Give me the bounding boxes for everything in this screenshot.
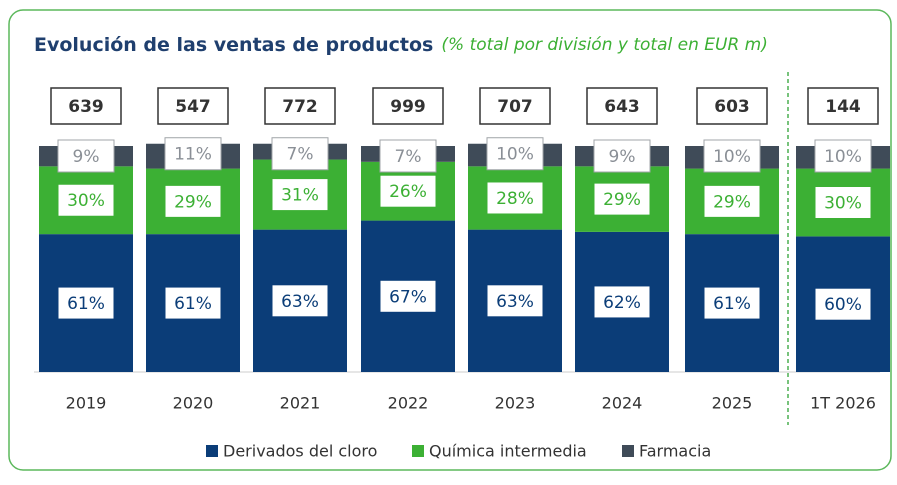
total-box bbox=[696, 87, 768, 125]
total-box bbox=[264, 87, 336, 125]
total-label: 772 bbox=[282, 97, 318, 117]
x-tick-label: 2023 bbox=[495, 394, 536, 413]
total-label: 639 bbox=[68, 97, 104, 117]
value-label: 30% bbox=[67, 191, 105, 211]
value-label-box bbox=[593, 182, 651, 216]
value-label-box bbox=[379, 139, 437, 173]
value-label-box bbox=[271, 137, 329, 171]
value-label-box bbox=[57, 139, 115, 173]
value-label-box bbox=[486, 137, 544, 171]
total-label: 643 bbox=[604, 97, 640, 117]
value-label: 62% bbox=[603, 293, 641, 313]
title-text: Evolución de las ventas de productos bbox=[34, 34, 433, 56]
x-tick-label: 2020 bbox=[173, 394, 214, 413]
value-label: 29% bbox=[174, 192, 212, 212]
value-label: 10% bbox=[824, 147, 862, 167]
total-label: 603 bbox=[714, 97, 750, 117]
total-label: 707 bbox=[497, 97, 533, 117]
legend-label: Química intermedia bbox=[429, 442, 587, 461]
total-box bbox=[479, 87, 551, 125]
value-label-box bbox=[703, 286, 761, 320]
legend-label: Derivados del cloro bbox=[223, 442, 377, 461]
legend-swatch bbox=[206, 445, 218, 457]
value-label: 28% bbox=[496, 189, 534, 209]
value-label: 61% bbox=[713, 294, 751, 314]
value-label-box bbox=[593, 139, 651, 173]
value-label: 61% bbox=[174, 294, 212, 314]
total-label: 547 bbox=[175, 97, 211, 117]
value-label: 29% bbox=[713, 192, 751, 212]
value-label-box bbox=[486, 181, 544, 215]
value-label: 61% bbox=[67, 294, 105, 314]
value-label: 60% bbox=[824, 295, 862, 315]
total-label: 999 bbox=[390, 97, 426, 117]
value-label: 31% bbox=[281, 186, 319, 206]
value-label: 9% bbox=[73, 147, 100, 167]
value-label-box bbox=[486, 284, 544, 318]
value-label: 7% bbox=[395, 147, 422, 167]
value-label: 63% bbox=[281, 292, 319, 312]
total-box bbox=[372, 87, 444, 125]
legend-swatch bbox=[412, 445, 424, 457]
legend-label: Farmacia bbox=[639, 442, 711, 461]
value-label-box bbox=[379, 174, 437, 208]
total-box bbox=[586, 87, 658, 125]
value-label: 7% bbox=[287, 145, 314, 165]
x-tick-label: 2019 bbox=[66, 394, 107, 413]
chart-title: Evolución de las ventas de productos (% t… bbox=[34, 34, 768, 56]
value-label-box bbox=[814, 139, 872, 173]
value-label-box bbox=[164, 286, 222, 320]
value-label-box bbox=[814, 287, 872, 321]
value-label: 11% bbox=[174, 145, 212, 165]
total-box bbox=[50, 87, 122, 125]
value-label: 29% bbox=[603, 190, 641, 210]
value-label-box bbox=[703, 184, 761, 218]
x-tick-label: 2025 bbox=[712, 394, 753, 413]
value-label: 26% bbox=[389, 182, 427, 202]
subtitle: (% total por división y total en EUR m) bbox=[441, 35, 767, 55]
value-label-box bbox=[164, 137, 222, 171]
value-label-box bbox=[271, 284, 329, 318]
value-label-box bbox=[703, 139, 761, 173]
value-label: 10% bbox=[496, 145, 534, 165]
value-label-box bbox=[379, 279, 437, 313]
value-label-box bbox=[593, 285, 651, 319]
value-label: 63% bbox=[496, 292, 534, 312]
x-tick-label: 2024 bbox=[602, 394, 643, 413]
total-box bbox=[157, 87, 229, 125]
value-label-box bbox=[57, 183, 115, 217]
value-label: 10% bbox=[713, 147, 751, 167]
value-label: 9% bbox=[609, 147, 636, 167]
legend-swatch bbox=[622, 445, 634, 457]
value-label-box bbox=[814, 186, 872, 219]
value-label-box bbox=[271, 178, 329, 212]
value-label-box bbox=[57, 286, 115, 320]
value-label: 30% bbox=[824, 194, 862, 214]
x-tick-label: 1T 2026 bbox=[810, 394, 876, 413]
x-tick-label: 2022 bbox=[388, 394, 429, 413]
x-tick-label: 2021 bbox=[280, 394, 321, 413]
total-box bbox=[807, 87, 879, 125]
value-label: 67% bbox=[389, 287, 427, 307]
total-label: 144 bbox=[825, 97, 861, 117]
value-label-box bbox=[164, 184, 222, 218]
